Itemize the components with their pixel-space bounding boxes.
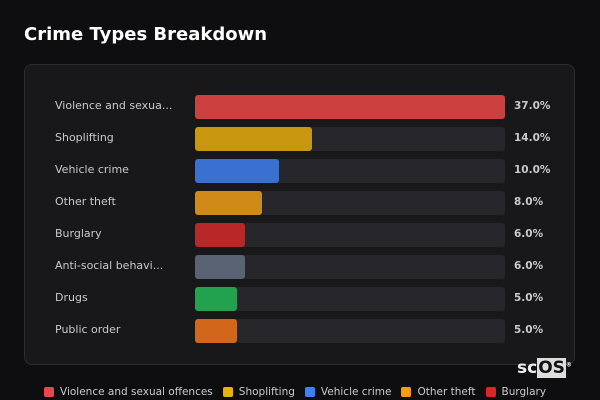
logo-mark: ®: [565, 361, 572, 369]
chart-card: Violence and sexua... 37.0% Shoplifting 1…: [24, 64, 575, 365]
category-label: Vehicle crime: [55, 163, 129, 176]
value-label: 14.0%: [514, 132, 551, 144]
bar-track: [195, 223, 505, 247]
bar: [195, 287, 237, 311]
bar: [195, 191, 263, 215]
bar-row: Public order 5.0%: [25, 319, 574, 343]
value-label: 37.0%: [514, 100, 551, 112]
value-label: 5.0%: [514, 324, 544, 336]
bar: [195, 159, 279, 183]
bar-track: [195, 191, 505, 215]
bar-track: [195, 159, 505, 183]
bar-track: [195, 127, 505, 151]
bar-track: [195, 255, 505, 279]
legend-swatch: [222, 387, 233, 397]
logo-os: OS: [537, 358, 566, 378]
bar: [195, 127, 313, 151]
logo: scOS®: [517, 358, 572, 378]
category-label: Public order: [55, 323, 121, 336]
legend-item: Vehicle crime: [304, 386, 392, 398]
chart-title: Crime Types Breakdown: [24, 24, 268, 45]
bar-row: Drugs 5.0%: [25, 287, 574, 311]
category-label: Drugs: [55, 291, 88, 304]
bar-row: Anti-social behavi... 6.0%: [25, 255, 574, 279]
legend-swatch: [401, 387, 412, 397]
category-label: Anti-social behavi...: [55, 259, 164, 272]
logo-text: sc: [517, 358, 538, 378]
legend-item: Shoplifting: [222, 386, 295, 398]
bar: [195, 255, 246, 279]
category-label: Shoplifting: [55, 131, 114, 144]
bar-track: [195, 287, 505, 311]
legend-label: Other theft: [417, 386, 476, 398]
legend-swatch: [44, 387, 54, 397]
value-label: 10.0%: [514, 164, 551, 176]
bar-row: Other theft 8.0%: [25, 191, 574, 215]
bar-track: [195, 95, 505, 119]
bar: [195, 95, 505, 119]
legend-item: Violence and sexual offences: [44, 386, 213, 398]
legend-label: Burglary: [501, 386, 547, 398]
bar: [195, 223, 246, 247]
bar-track: [195, 319, 505, 343]
bar: [195, 319, 237, 343]
bar-row: Vehicle crime 10.0%: [25, 159, 574, 183]
legend-item: Other theft: [401, 386, 476, 398]
legend-label: Violence and sexual offences: [60, 386, 213, 398]
value-label: 5.0%: [514, 292, 544, 304]
bar-row: Shoplifting 14.0%: [25, 127, 574, 151]
legend-swatch: [304, 387, 315, 397]
bar-row: Burglary 6.0%: [25, 223, 574, 247]
bar-row: Violence and sexua... 37.0%: [25, 95, 574, 119]
legend-label: Vehicle crime: [320, 386, 392, 398]
category-label: Violence and sexua...: [55, 99, 173, 112]
legend-swatch: [485, 387, 496, 397]
legend-item: Burglary: [485, 386, 547, 398]
value-label: 6.0%: [514, 228, 544, 240]
category-label: Other theft: [55, 195, 116, 208]
value-label: 8.0%: [514, 196, 544, 208]
category-label: Burglary: [55, 227, 102, 240]
legend: Violence and sexual offences Shoplifting V…: [44, 386, 546, 398]
value-label: 6.0%: [514, 260, 544, 272]
legend-label: Shoplifting: [238, 386, 295, 398]
